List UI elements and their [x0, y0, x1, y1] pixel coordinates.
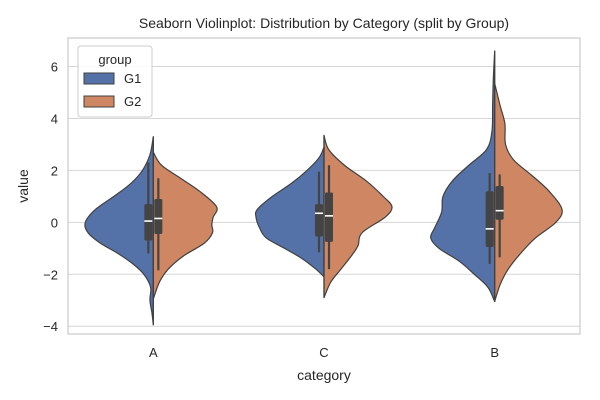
y-tick-label: −4 — [43, 319, 58, 334]
legend-swatch-G2 — [83, 95, 115, 108]
legend-label-G2: G2 — [124, 94, 141, 109]
legend-swatch-G1 — [83, 72, 115, 85]
violin-C-G1 — [254, 146, 325, 278]
iqr-box-B-G1 — [485, 191, 494, 248]
iqr-box-A-G2 — [154, 198, 163, 235]
iqr-box-C-G1 — [315, 204, 323, 237]
violin-A-G2 — [152, 151, 218, 300]
inner-boxes — [144, 162, 504, 271]
x-axis-label: category — [297, 367, 351, 383]
y-tick-label: −2 — [43, 267, 58, 282]
y-tick-label: 6 — [51, 60, 58, 75]
y-tick-label: 0 — [51, 215, 58, 230]
violin-B-G2 — [494, 82, 563, 303]
iqr-box-A-G1 — [144, 204, 153, 241]
y-tick-label: 2 — [51, 163, 58, 178]
y-axis-label: value — [15, 169, 31, 203]
violin-B-G1 — [430, 50, 496, 303]
legend-entries: G1 G2 — [83, 71, 141, 109]
x-tick-label: B — [490, 345, 499, 360]
chart-title: Seaborn Violinplot: Distribution by Cate… — [139, 15, 509, 31]
violin-A-G1 — [84, 136, 154, 326]
x-tick-label: A — [149, 345, 158, 360]
y-tick-labels: −4 −2 0 2 4 6 — [43, 60, 58, 335]
legend-label-G1: G1 — [124, 71, 141, 86]
violin-C-G2 — [323, 134, 393, 299]
legend-title: group — [98, 52, 131, 67]
iqr-box-B-G2 — [495, 186, 504, 220]
axes-frame — [67, 37, 581, 335]
violins — [84, 50, 563, 326]
iqr-box-C-G2 — [325, 192, 333, 242]
legend: group G1 G2 — [77, 45, 153, 118]
x-tick-label: C — [319, 345, 328, 360]
y-tick-label: 4 — [51, 111, 58, 126]
